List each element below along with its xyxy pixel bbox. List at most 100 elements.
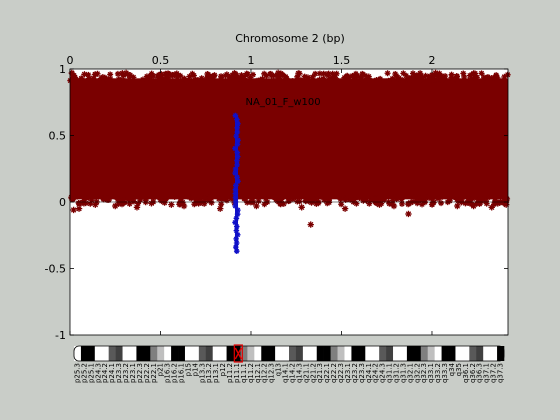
main-series-point [77, 200, 84, 207]
main-series-point [428, 76, 435, 83]
main-series-point [171, 193, 178, 200]
main-series-point [312, 70, 319, 77]
main-series-point [294, 73, 301, 80]
main-series-point [403, 72, 410, 79]
ideogram-band [115, 346, 123, 361]
main-series-point [85, 75, 92, 82]
main-series-point [481, 74, 487, 81]
ideogram-band-label: p22.1 [150, 363, 158, 383]
main-series-point [429, 196, 436, 203]
main-series-point [337, 196, 344, 203]
main-series-point [247, 74, 254, 81]
main-series-outlier-point [298, 204, 305, 211]
ideogram-band [358, 346, 366, 361]
main-series-point [389, 75, 396, 82]
main-series-point [329, 70, 336, 77]
ideogram-band-label: q34 [448, 362, 456, 376]
ideogram-band [150, 346, 158, 361]
main-series-point [69, 196, 76, 203]
main-series-point [219, 196, 226, 203]
ideogram-band [261, 346, 269, 361]
highlight-series-points [232, 112, 241, 255]
main-series-outlier-point [466, 72, 474, 79]
main-series-point [127, 72, 134, 79]
main-series-point [102, 194, 109, 201]
main-series-point [115, 76, 122, 83]
main-series-point [467, 197, 474, 204]
highlight-series-point [233, 223, 240, 230]
main-series-point [320, 70, 327, 77]
main-series-point [208, 199, 215, 206]
main-series-point [107, 71, 114, 78]
ideogram-band-label: q35 [455, 363, 463, 376]
x-tick-label: 1.5 [333, 54, 351, 67]
highlight-series-point [233, 244, 239, 250]
main-series-outlier-point [217, 205, 224, 212]
main-series-point [446, 197, 453, 204]
highlight-series-point [235, 207, 241, 213]
main-series-outlier-point [68, 69, 76, 77]
ideogram-band-label: q24.3 [379, 363, 387, 383]
ideogram-outline [73, 345, 505, 362]
ideogram-band [157, 346, 165, 361]
highlight-series-point [234, 149, 241, 156]
ideogram-band-label: p13.1 [212, 363, 220, 383]
main-series-point [326, 199, 333, 206]
ideogram-band [302, 346, 311, 361]
main-series-point [208, 78, 215, 85]
ideogram-band [94, 346, 103, 361]
main-series-point [474, 196, 481, 203]
main-series-point [395, 193, 402, 200]
ideogram-band-label: p16.1 [178, 363, 186, 383]
ideogram-band [122, 346, 130, 361]
ideogram-band [379, 346, 387, 361]
highlight-series-point [233, 240, 240, 246]
main-series-point [455, 197, 462, 204]
chart-title: Chromosome 2 (bp) [235, 32, 345, 45]
main-series-point [400, 77, 407, 84]
main-series-point [286, 197, 293, 204]
main-series-point [412, 73, 419, 80]
main-series-point [417, 70, 424, 77]
main-series-point [438, 200, 445, 207]
main-series-point [504, 195, 511, 202]
main-series-point [201, 198, 208, 205]
main-series-point [243, 77, 250, 84]
ideogram-band [80, 346, 89, 361]
ideogram-band-label: q14.2 [288, 363, 296, 383]
main-series-outlier-point [454, 202, 461, 210]
main-series-band-fill [70, 78, 508, 200]
ideogram-band-label: q12.2 [261, 363, 269, 383]
main-series-point [422, 194, 429, 201]
main-series-point [215, 195, 222, 202]
ideogram-band [171, 346, 179, 361]
main-series-point [442, 76, 449, 83]
main-series-point [107, 75, 114, 82]
main-series-point [365, 73, 372, 80]
ideogram-band [205, 346, 214, 361]
ideogram-band [337, 346, 345, 361]
ideogram-band [448, 346, 456, 361]
main-series-point [196, 199, 203, 206]
ideogram-band [295, 346, 304, 361]
main-series-point [145, 74, 152, 81]
main-series-point [472, 74, 479, 81]
highlight-series-point [234, 141, 241, 148]
main-series-point [74, 193, 81, 200]
ideogram-band-label: q24.2 [372, 363, 380, 383]
main-series-point [414, 74, 421, 81]
main-series-point [186, 77, 193, 84]
main-series-point [409, 76, 416, 83]
main-series-point [409, 70, 416, 77]
main-series-point [477, 198, 484, 205]
main-series-point [332, 76, 339, 83]
main-series-point [203, 74, 210, 81]
main-series-point [230, 195, 237, 202]
main-series-point [244, 71, 251, 78]
main-series-point [453, 73, 460, 80]
highlight-series-point [234, 211, 241, 218]
ideogram-band [309, 346, 318, 361]
main-series-point [322, 194, 329, 201]
main-series-point [114, 196, 121, 203]
main-series-point [119, 194, 126, 201]
